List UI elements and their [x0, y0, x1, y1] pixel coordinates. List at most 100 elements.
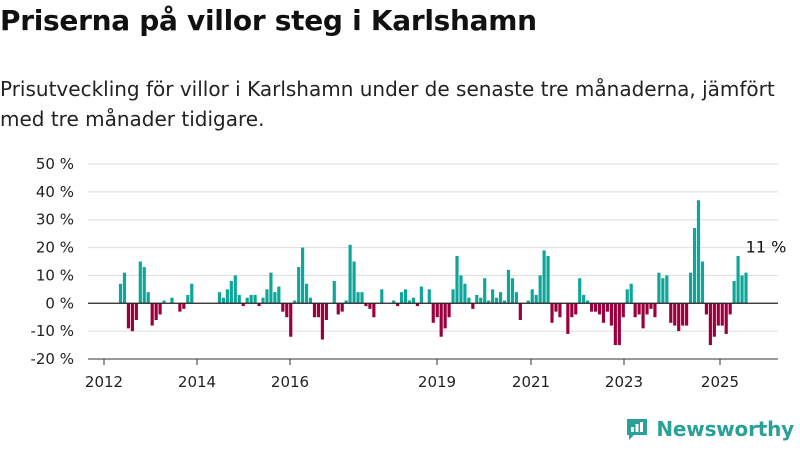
bar — [495, 297, 499, 304]
bar — [574, 303, 578, 315]
bar — [558, 303, 562, 318]
x-tick-label: 2025 — [701, 373, 739, 391]
bar — [233, 275, 237, 304]
bar — [360, 292, 364, 304]
bar — [332, 281, 336, 304]
bar — [316, 303, 321, 318]
bar — [229, 281, 233, 304]
bar — [736, 255, 740, 304]
bar — [597, 303, 602, 315]
bar — [170, 297, 174, 304]
y-axis-ticks: -20 % -10 % 0 % 10 % 20 % 30 % 40 % 50 % — [30, 155, 74, 368]
bar — [681, 303, 685, 326]
bar — [392, 300, 396, 304]
bar — [126, 303, 130, 329]
bar — [324, 303, 328, 320]
bar — [443, 303, 447, 329]
bar — [617, 303, 621, 346]
bar — [487, 300, 491, 304]
bar — [241, 303, 245, 307]
bar — [728, 303, 732, 315]
bar — [621, 303, 625, 318]
bar — [475, 294, 479, 304]
bar — [435, 303, 439, 318]
bar — [546, 255, 550, 304]
bar — [463, 283, 467, 304]
bar — [396, 303, 400, 307]
bar — [186, 294, 190, 304]
bar — [542, 250, 546, 304]
bar — [637, 303, 641, 315]
bar — [609, 303, 613, 326]
bar — [451, 289, 455, 304]
bar — [269, 272, 273, 304]
y-tick-label: 10 % — [36, 266, 74, 284]
bar — [582, 294, 586, 304]
y-tick-label: 40 % — [36, 183, 74, 201]
bar — [669, 303, 673, 323]
bar — [661, 278, 665, 304]
bar — [570, 303, 574, 318]
x-tick-label: 2014 — [178, 373, 216, 391]
y-tick-label: 30 % — [36, 211, 74, 229]
bar — [281, 303, 285, 312]
bar — [593, 303, 598, 312]
x-axis-ticks: 2012 2014 2016 2019 2021 2023 2025 — [85, 359, 739, 391]
bar — [237, 294, 241, 304]
bar — [665, 275, 669, 304]
bar — [225, 289, 229, 304]
bar — [479, 297, 483, 304]
bar — [249, 294, 253, 304]
bar — [510, 278, 515, 304]
bar — [712, 303, 716, 337]
bar — [554, 303, 558, 312]
bar — [400, 292, 404, 304]
bar — [253, 294, 257, 304]
bar — [146, 292, 150, 304]
bar — [645, 303, 649, 315]
bar — [304, 283, 309, 304]
bar — [162, 300, 166, 304]
bar — [336, 303, 340, 315]
x-tick-label: 2019 — [418, 373, 456, 391]
bar — [407, 300, 412, 304]
bar — [566, 303, 570, 334]
bar — [685, 303, 689, 326]
bar — [427, 289, 431, 304]
bar — [356, 292, 360, 304]
y-tick-label: 50 % — [36, 155, 74, 173]
bar — [372, 303, 376, 318]
y-tick-label: 20 % — [36, 239, 74, 257]
bar — [534, 294, 538, 304]
latest-value-label: 11 % — [746, 238, 787, 257]
bar — [301, 247, 305, 304]
bar — [265, 289, 269, 304]
bar — [142, 267, 146, 304]
bar — [118, 283, 123, 304]
bar — [459, 275, 463, 304]
bar — [518, 303, 522, 320]
bar — [289, 303, 293, 337]
bar — [708, 303, 712, 346]
bar — [277, 286, 281, 304]
bar — [403, 289, 408, 304]
bars — [118, 200, 748, 346]
bar — [491, 289, 495, 304]
bar — [471, 303, 475, 309]
bar — [498, 292, 503, 304]
bar — [700, 261, 705, 304]
bar — [178, 303, 182, 312]
y-tick-label: -20 % — [30, 350, 74, 368]
bar — [134, 303, 138, 320]
bar — [590, 303, 594, 312]
bar — [364, 303, 368, 307]
bar — [138, 261, 142, 304]
bar — [130, 303, 134, 332]
bar — [154, 303, 158, 320]
chart-title: Priserna på villor steg i Karlshamn — [0, 4, 537, 37]
bar — [467, 297, 471, 304]
bar — [724, 303, 728, 334]
bar — [273, 292, 277, 304]
bar — [657, 272, 661, 304]
bar — [692, 228, 697, 304]
